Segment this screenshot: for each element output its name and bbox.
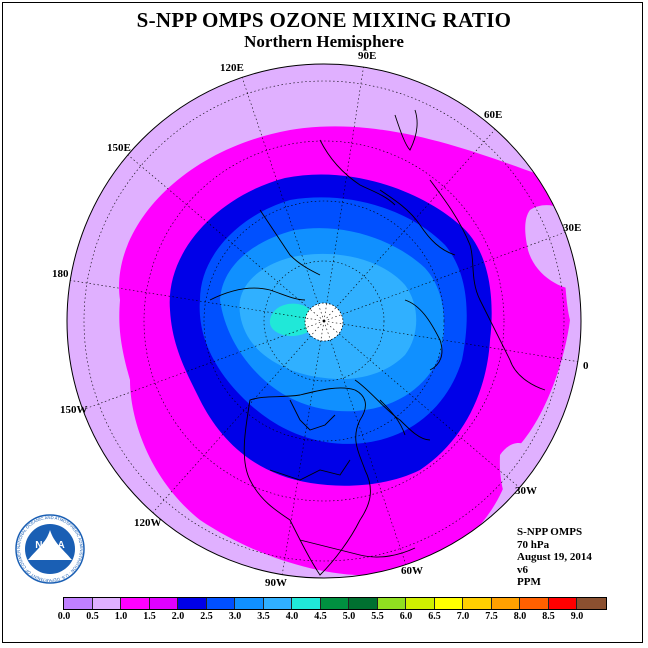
info-units: PPM [517,576,541,588]
lon-label-150w: 150W [60,404,88,416]
colorbar-tick-label: 1.5 [143,611,156,622]
colorbar-swatch-18 [577,598,606,609]
colorbar-swatch-10 [349,598,378,609]
noaa-logo-ring-text: NATIONAL OCEANIC AND ATMOSPHERIC ADMINIS… [0,0,84,583]
colorbar-swatch-2 [121,598,150,609]
colorbar-tick-label: 2.0 [171,611,185,622]
colorbar-tick-label: 8.0 [513,611,527,622]
colorbar-swatch-4 [178,598,207,609]
colorbar-swatch-13 [434,598,463,609]
colorbar-swatch-15 [491,598,520,609]
colorbar-swatch-7 [263,598,292,609]
page-title: S-NPP OMPS OZONE MIXING RATIO [136,8,512,32]
colorbar-swatch-0 [64,598,93,609]
colorbar-tick-label: 3.5 [257,611,270,622]
lon-label-120w: 120W [134,517,162,529]
colorbar-tick-label: 4.5 [314,611,327,622]
product-info: S-NPP OMPS 70 hPa August 19, 2014 v6 PPM [517,526,592,589]
colorbar-swatch-12 [406,598,435,609]
colorbar-swatch-14 [463,598,492,609]
colorbar-tick-label: 6.0 [399,611,413,622]
colorbar-tick-label: 7.0 [456,611,470,622]
colorbar-tick-label: 7.5 [485,611,498,622]
colorbar-swatch-16 [520,598,549,609]
lon-label-60e: 60E [484,109,503,121]
coastlines [209,109,546,576]
colorbar-swatch-6 [235,598,264,609]
noaa-logo-text: NOAA [35,540,64,551]
page-subtitle: Northern Hemisphere [244,32,404,51]
colorbar [63,597,607,610]
lon-label-150e: 150E [107,142,131,154]
info-level: 70 hPa [517,538,550,551]
lon-label-0: 0 [583,360,589,372]
contour-3.5 [269,303,316,336]
colorbar-swatch-11 [377,598,406,609]
colorbar-swatch-3 [149,598,178,609]
graticule [67,64,581,577]
lon-label-90e: 90E [358,50,377,62]
lon-label-30e: 30E [563,222,582,234]
colorbar-swatch-1 [92,598,121,609]
colorbar-swatch-8 [292,598,321,609]
lon-label-90w: 90W [265,577,287,589]
colorbar-tick-label: 5.5 [371,611,384,622]
info-date: August 19, 2014 [517,551,592,563]
colorbar-tick-label: 9.0 [570,611,584,622]
lon-label-120e: 120E [220,62,244,74]
colorbar-swatch-9 [320,598,349,609]
info-instrument: S-NPP OMPS [517,526,583,538]
colorbar-tick-label: 2.5 [200,611,213,622]
colorbar-tick-label: 3.0 [228,611,242,622]
lon-label-60w: 60W [401,565,423,577]
colorbar-tick-label: 8.5 [542,611,555,622]
info-version: v6 [517,563,528,576]
colorbar-tick-label: 0.5 [86,611,99,622]
svg-text:NATIONAL OCEANIC AND ATMOSPHER: NATIONAL OCEANIC AND ATMOSPHERIC ADMINIS… [0,0,84,583]
colorbar-swatch-17 [548,598,577,609]
colorbar-tick-label: 1.0 [114,611,128,622]
colorbar-tick-label: 4.0 [285,611,299,622]
plot-frame [2,2,643,643]
map-boundary [66,63,582,579]
colorbar-tick-label: 0.0 [57,611,71,622]
colorbar-tick-label: 5.0 [342,611,356,622]
lon-label-180: 180 [52,268,69,280]
lon-label-30w: 30W [515,485,537,497]
colorbar-tick-label: 6.5 [428,611,441,622]
colorbar-swatch-5 [206,598,235,609]
